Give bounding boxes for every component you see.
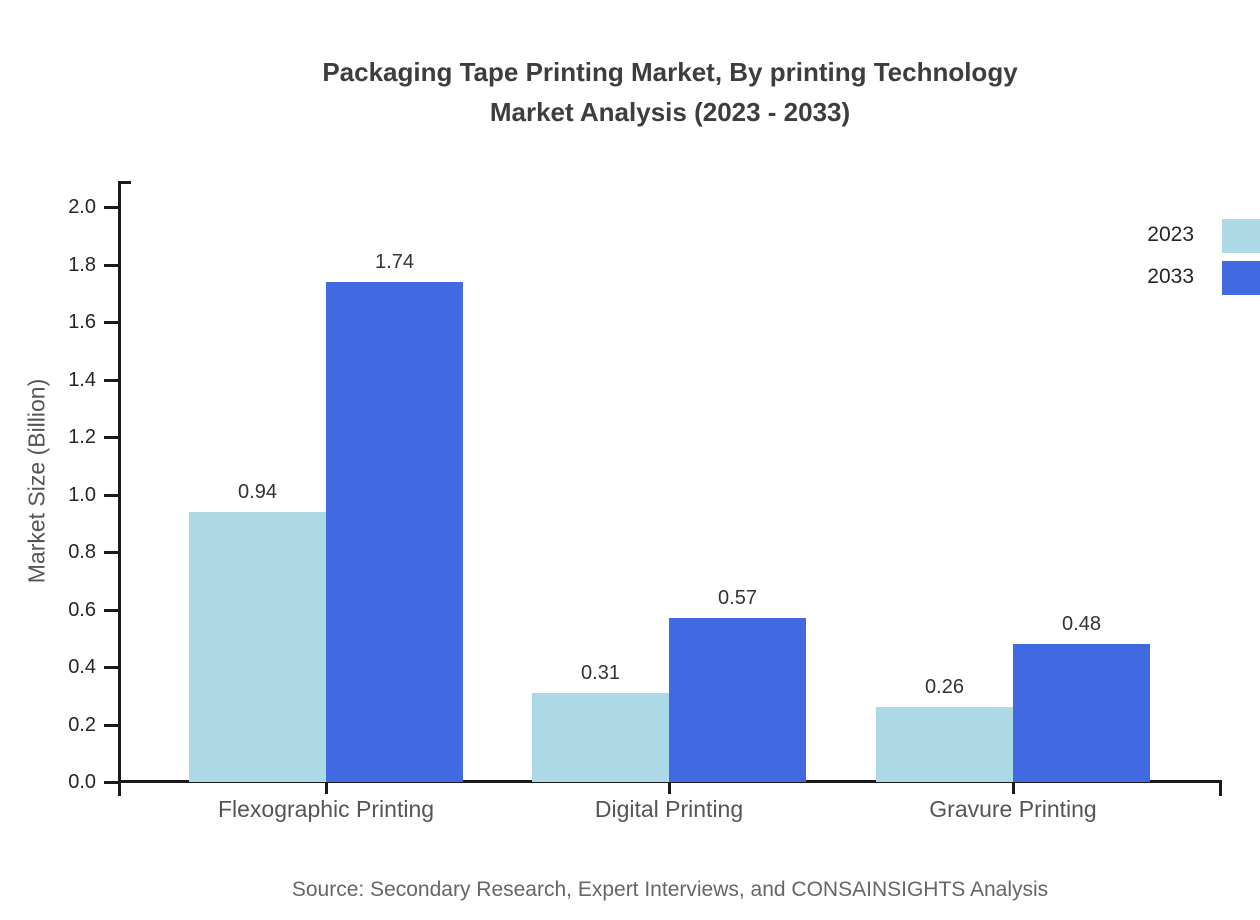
bar-2033-0 <box>326 282 463 782</box>
bar-2023-2 <box>876 707 1013 782</box>
legend-swatch-2023 <box>1222 219 1260 253</box>
y-tick-mark <box>104 493 118 497</box>
y-tick-mark <box>104 551 118 554</box>
chart-title: Packaging Tape Printing Market, By print… <box>80 52 1260 132</box>
y-tick-label: 0.2 <box>68 713 96 736</box>
y-tick-label: 1.6 <box>68 311 96 333</box>
x-axis-end-cap <box>1219 780 1222 796</box>
bar-value-label: 1.74 <box>375 251 414 273</box>
x-tick-mark <box>325 782 328 794</box>
y-tick-label: 0.6 <box>68 598 96 621</box>
bar-2023-0 <box>189 512 326 782</box>
y-tick-mark <box>104 206 118 209</box>
x-tick-mark <box>1012 782 1015 794</box>
bar-2023-1 <box>532 693 669 782</box>
bar-value-label: 0.94 <box>238 481 277 503</box>
y-tick-mark <box>104 723 118 727</box>
bar-value-label: 0.26 <box>925 676 964 698</box>
y-tick-label: 1.8 <box>68 253 96 276</box>
chart-title-line-2: Market Analysis (2023 - 2033) <box>489 97 851 127</box>
bar-2033-2 <box>1013 644 1150 782</box>
x-category-label: Gravure Printing <box>929 796 1097 822</box>
y-tick-mark <box>104 666 118 669</box>
bar-value-label: 0.31 <box>581 662 620 684</box>
y-axis-line <box>118 181 121 796</box>
legend-label-2023: 2023 <box>1147 223 1194 246</box>
legend-swatch-2033 <box>1222 261 1260 295</box>
y-tick-label: 1.2 <box>68 426 96 448</box>
y-tick-mark <box>104 781 118 784</box>
legend-label-2033: 2033 <box>1147 265 1194 288</box>
y-tick-mark <box>104 263 118 267</box>
y-tick-label: 0.4 <box>68 656 96 678</box>
y-tick-label: 0.0 <box>68 771 96 793</box>
y-tick-mark <box>104 608 118 612</box>
y-tick-mark <box>104 436 118 439</box>
y-tick-mark <box>104 321 118 324</box>
y-tick-label: 1.0 <box>68 483 96 506</box>
source-attribution: Source: Secondary Research, Expert Inter… <box>291 878 1049 901</box>
chart-title-line-1: Packaging Tape Printing Market, By print… <box>322 57 1018 87</box>
x-category-label: Digital Printing <box>594 796 744 822</box>
y-axis-top-cap <box>118 181 131 184</box>
y-tick-label: 1.4 <box>68 368 96 391</box>
x-category-label: Flexographic Printing <box>217 796 435 822</box>
y-tick-label: 0.8 <box>68 541 96 563</box>
y-tick-label: 2.0 <box>68 196 96 218</box>
bar-value-label: 0.57 <box>718 587 757 609</box>
bar-2033-1 <box>669 618 806 782</box>
y-tick-mark <box>104 378 118 382</box>
x-tick-mark <box>668 782 671 794</box>
bar-value-label: 0.48 <box>1062 613 1101 635</box>
